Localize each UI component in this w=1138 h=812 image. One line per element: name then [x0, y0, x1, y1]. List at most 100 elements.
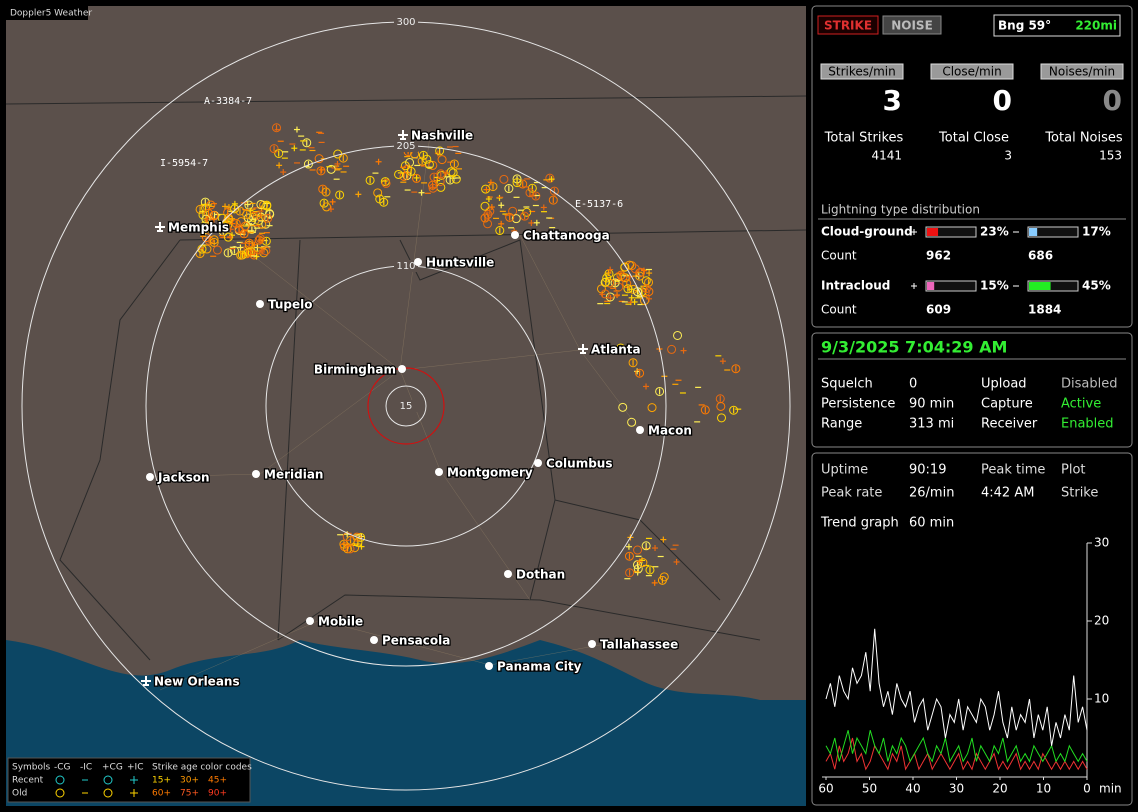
strike: [399, 171, 409, 181]
strike: [632, 560, 642, 570]
strike: [261, 219, 271, 229]
legend-symbol: [55, 775, 65, 785]
strike: [335, 190, 345, 200]
city-label: Chattanooga: [523, 229, 610, 243]
strike: [508, 206, 518, 216]
settings-panel: [811, 332, 1133, 448]
rate-value: 3: [883, 84, 902, 117]
strike: [480, 213, 490, 223]
noise-button[interactable]: [882, 15, 942, 35]
city-label: Pensacola: [382, 634, 450, 648]
legend-symbol: [55, 788, 65, 798]
rate-header: [930, 63, 1014, 80]
type-name: Cloud-ground: [821, 225, 913, 239]
strike: [209, 237, 219, 247]
strike: [201, 233, 211, 243]
status-panel: [811, 5, 1133, 328]
airport-icon: [578, 344, 588, 354]
airport-icon: [155, 222, 165, 232]
setting-text: Squelch: [821, 377, 873, 392]
city-dot: [636, 426, 644, 434]
trend-graph-span: 60 min: [909, 516, 954, 531]
strike: [230, 204, 240, 214]
total-value: 153: [1099, 149, 1122, 163]
city-label: Nashville: [411, 129, 473, 143]
legend-symbol: [103, 775, 113, 785]
map-title: Doppler5 Weather: [10, 9, 92, 19]
strike: [246, 216, 256, 226]
ring-label-bg: [394, 140, 418, 152]
city-dot: [306, 617, 314, 625]
x-tick-label: 20: [992, 782, 1007, 796]
city-dot: [252, 470, 260, 478]
ring-label-bg: [394, 400, 418, 412]
strike: [525, 188, 535, 198]
strike: [212, 245, 222, 255]
legend-age: 90+: [208, 789, 227, 799]
total-value: 3: [1004, 149, 1012, 163]
strike: [255, 234, 265, 244]
strike: [627, 417, 637, 427]
x-tick-label: 30: [949, 782, 964, 796]
strike: [321, 187, 331, 197]
city-label: Memphis: [168, 221, 229, 235]
strike: [610, 278, 620, 288]
city-dot: [370, 636, 378, 644]
strike: [549, 186, 559, 196]
title-bar: [6, 6, 88, 20]
strike-button[interactable]: [817, 15, 879, 35]
strike: [636, 267, 646, 277]
total-label: Total Close: [938, 131, 1009, 146]
strike: [394, 169, 404, 179]
strike-button-label[interactable]: STRIKE: [824, 19, 872, 33]
city-label: Huntsville: [426, 256, 494, 270]
strike: [700, 405, 710, 415]
city-label: Birmingham: [314, 363, 396, 377]
bar-track: [1027, 280, 1079, 292]
ring-label-bg: [394, 260, 418, 272]
type-name: Intracloud: [821, 279, 890, 293]
city-label: New Orleans: [154, 675, 240, 689]
strike: [449, 159, 459, 169]
legend-age: 45+: [208, 776, 227, 786]
strike: [200, 220, 210, 230]
track-label: A-3384-7: [204, 96, 252, 107]
percent-label: 15%: [980, 279, 1009, 293]
strike: [202, 244, 212, 254]
strike: [256, 199, 266, 209]
x-tick-label: 0: [1083, 782, 1091, 796]
strike: [204, 208, 214, 218]
strike: [345, 544, 355, 554]
bearing: Bng 59°: [998, 19, 1051, 33]
strike: [274, 148, 284, 158]
rate-header-label: Strikes/min: [828, 65, 895, 79]
strike: [435, 177, 445, 187]
city-dot: [588, 640, 596, 648]
strike: [504, 184, 514, 194]
dist-bar: [1029, 282, 1051, 290]
setting-text: Capture: [981, 397, 1033, 412]
strike: [655, 386, 665, 396]
strike: [667, 344, 677, 354]
strike: [635, 368, 645, 378]
range-ring: [385, 385, 427, 427]
strike: [229, 246, 239, 256]
dist-bar: [1029, 228, 1038, 236]
ring-label-bg: [394, 16, 418, 28]
setting-text: 313 mi: [909, 417, 954, 432]
count-label: Count: [821, 249, 857, 263]
strike: [644, 277, 654, 287]
strike: [379, 197, 389, 207]
city-dot: [485, 662, 493, 670]
strike: [618, 272, 628, 282]
noise-button-label[interactable]: NOISE: [891, 19, 933, 33]
strike: [641, 284, 651, 294]
ring-label: 300: [396, 17, 415, 28]
strike: [201, 214, 211, 224]
trend-panel: [811, 452, 1133, 806]
legend-header: +IC: [127, 763, 143, 773]
strike: [628, 358, 638, 368]
strike: [647, 403, 657, 413]
strike: [428, 183, 438, 193]
strike: [602, 273, 612, 283]
